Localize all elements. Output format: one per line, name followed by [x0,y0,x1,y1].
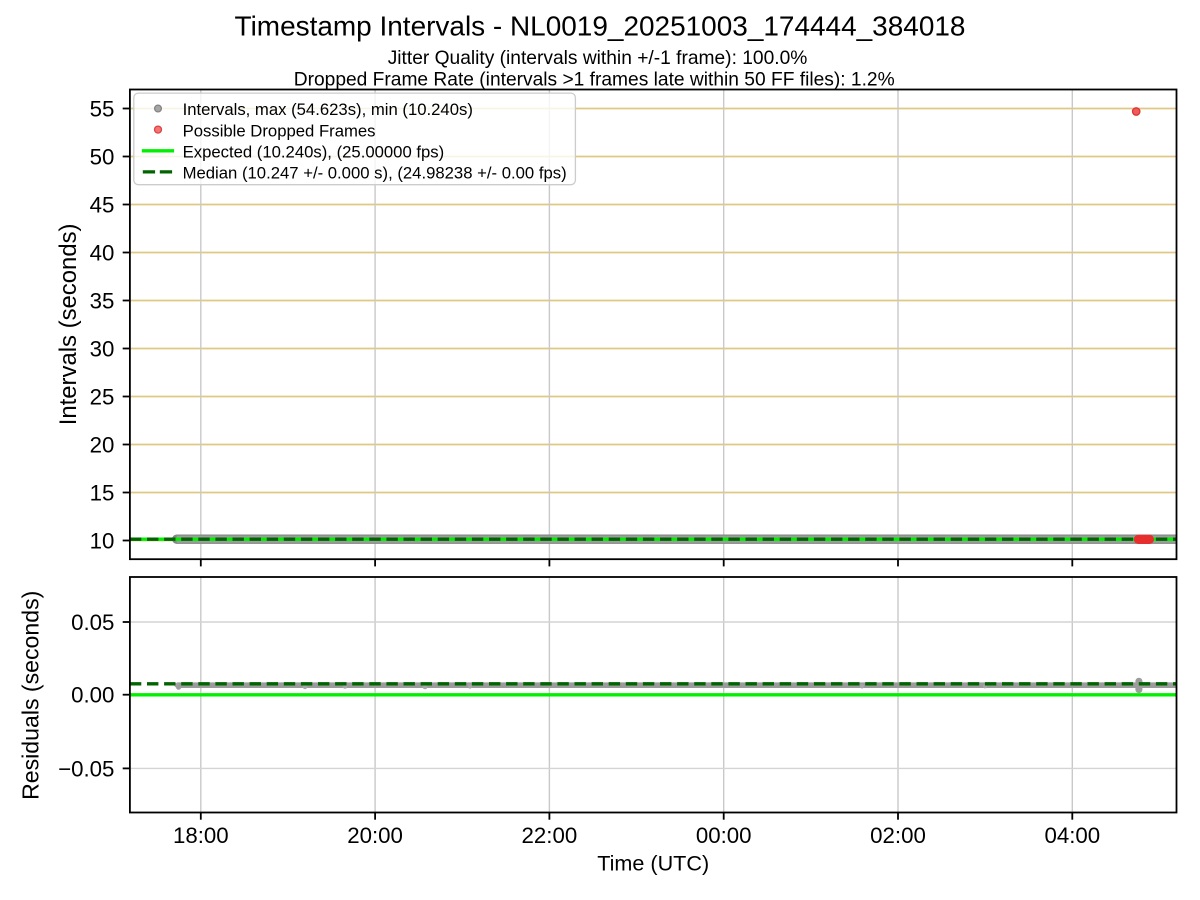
svg-text:Timestamp Intervals - NL0019_2: Timestamp Intervals - NL0019_20251003_17… [235,10,966,41]
svg-text:30: 30 [90,337,115,362]
svg-text:40: 40 [90,241,115,266]
svg-text:0.05: 0.05 [71,610,114,635]
svg-text:Jitter Quality (intervals with: Jitter Quality (intervals within +/-1 fr… [388,48,808,69]
svg-text:Dropped Frame Rate (intervals: Dropped Frame Rate (intervals >1 frames … [294,70,895,91]
svg-text:22:00: 22:00 [522,823,578,848]
svg-text:Residuals (seconds): Residuals (seconds) [17,591,43,800]
svg-text:18:00: 18:00 [173,823,229,848]
svg-text:0.00: 0.00 [71,683,114,708]
svg-text:25: 25 [90,385,115,410]
svg-text:00:00: 00:00 [696,823,752,848]
svg-text:Intervals (seconds): Intervals (seconds) [55,223,82,425]
svg-text:Expected (10.240s), (25.00000: Expected (10.240s), (25.00000 fps) [183,143,445,162]
svg-text:10: 10 [90,529,115,554]
svg-text:−0.05: −0.05 [58,756,114,781]
svg-text:Time (UTC): Time (UTC) [597,850,709,875]
svg-text:45: 45 [90,193,115,218]
svg-text:55: 55 [90,97,115,122]
svg-text:04:00: 04:00 [1044,823,1100,848]
svg-text:Intervals, max (54.623s), min: Intervals, max (54.623s), min (10.240s) [183,100,473,119]
svg-text:Possible Dropped Frames: Possible Dropped Frames [183,121,376,140]
svg-text:02:00: 02:00 [870,823,926,848]
svg-text:35: 35 [90,289,115,314]
svg-text:20:00: 20:00 [347,823,403,848]
svg-text:15: 15 [90,481,115,506]
svg-text:50: 50 [90,145,115,170]
svg-text:20: 20 [90,433,115,458]
svg-text:Median (10.247 +/- 0.000 s), (: Median (10.247 +/- 0.000 s), (24.98238 +… [183,164,567,183]
